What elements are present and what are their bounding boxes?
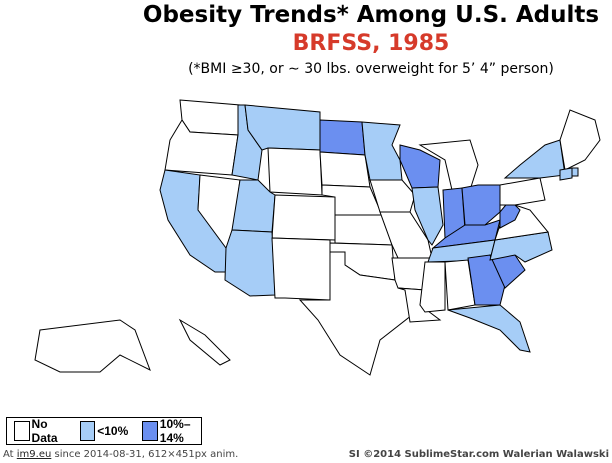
legend-label: No Data	[31, 417, 58, 445]
state-mn	[361, 121, 403, 181]
state-nd	[319, 119, 366, 156]
state-il	[411, 186, 444, 246]
legend-label: <10%	[97, 424, 129, 438]
footer-left: At im9.eu since 2014-08-31, 612×451px an…	[3, 449, 238, 460]
footer-text: since 2014-08-31, 612×451px anim.	[51, 449, 239, 460]
state-co	[271, 194, 336, 241]
state-ut	[231, 179, 276, 233]
page-title: Obesity Trends* Among U.S. Adults	[142, 2, 600, 28]
state-fl	[447, 304, 531, 353]
state-ne_region	[559, 109, 601, 171]
im9-link[interactable]: im9.eu	[16, 449, 52, 460]
state-ia	[369, 179, 416, 213]
state-wy	[267, 147, 323, 196]
footer-text: At	[3, 449, 17, 460]
state-ak	[34, 319, 151, 373]
state-pa	[499, 177, 546, 206]
legend: No Data <10% 10%–14%	[6, 417, 202, 445]
state-ny	[503, 139, 566, 179]
state-ms	[419, 261, 446, 313]
state-hi	[178, 318, 231, 366]
state-ri	[571, 167, 579, 177]
state-va	[494, 204, 549, 241]
legend-swatch-no-data	[14, 421, 30, 441]
state-nm	[271, 237, 331, 301]
state-oh	[461, 184, 501, 226]
subtitle: BRFSS, 1985	[292, 31, 450, 56]
state-az	[224, 229, 276, 297]
state-sd	[319, 151, 371, 188]
bmi-note: (*BMI ≥30, or ∼ 30 lbs. overweight for 5…	[188, 61, 554, 77]
state-tx	[298, 251, 413, 376]
footer-right: SI ©2014 SublimeStar.com Walerian Walaws…	[348, 449, 609, 460]
legend-swatch-mid	[142, 421, 158, 441]
legend-swatch-low	[79, 421, 96, 441]
state-ct	[559, 167, 573, 181]
legend-label: 10%–14%	[159, 417, 191, 445]
